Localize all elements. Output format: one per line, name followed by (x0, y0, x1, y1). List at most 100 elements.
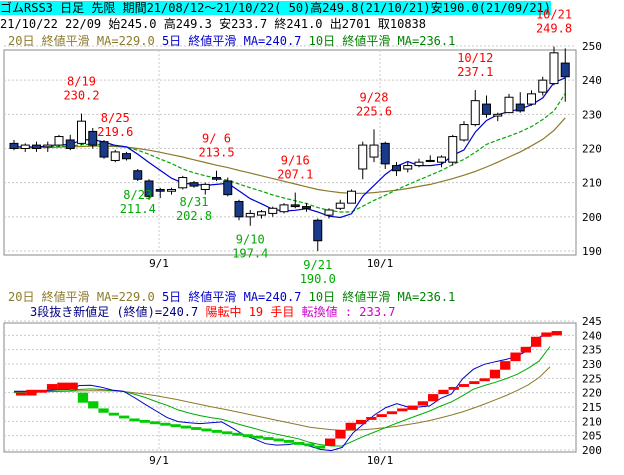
header-title: ゴムRSS3 日足 先限 期間21/08/12〜21/10/22( 50)高24… (0, 1, 552, 15)
renko-brick (160, 422, 171, 426)
price-axis-tick: 200 (582, 211, 602, 224)
annotation-date: 10/21 (536, 8, 572, 22)
renko-brick (170, 424, 181, 428)
renko-axis-tick: 205 (582, 430, 602, 443)
renko-brick (469, 381, 480, 385)
renko-panel-frame (3, 322, 577, 453)
candle-body (167, 189, 176, 192)
annotation-value: 249.8 (536, 22, 572, 36)
renko-brick (67, 382, 78, 390)
candle-body (437, 156, 446, 163)
candle-body (110, 151, 120, 161)
renko-brick (428, 394, 439, 402)
renko-switch-value: 転換値 : 233.7 (301, 305, 396, 319)
renko-axis-tick: 210 (582, 415, 602, 428)
date-tick-label: 10/1 (367, 257, 394, 270)
candle-body (133, 170, 143, 180)
candle-body (77, 120, 86, 144)
candle-body (504, 96, 514, 114)
renko-date-tick: 9/1 (149, 454, 169, 467)
annotation-value: 207.1 (277, 168, 313, 182)
renko-date-tick: 10/1 (367, 454, 394, 467)
renko-brick (500, 361, 511, 370)
renko-brick (407, 405, 418, 410)
candle-body (268, 207, 278, 214)
ma5-legend-bottom: 5日 終値平滑 MA=240.7 (161, 290, 302, 304)
candle-body (515, 103, 525, 112)
candle-body (392, 165, 401, 172)
candle-body (335, 202, 345, 209)
renko-brick (479, 378, 490, 382)
candle-body (290, 204, 300, 208)
candle-body (88, 130, 98, 146)
renko-status: 陽転中 19 手目 (205, 305, 295, 319)
header-line-1: ゴムRSS3 日足 先限 期間21/08/12〜21/10/22( 50)高24… (0, 0, 624, 16)
renko-brick (448, 386, 459, 390)
renko-brick (458, 384, 470, 387)
annotation-date: 9/10 (236, 233, 265, 247)
renko-brick (531, 336, 542, 347)
renko-brick (335, 429, 346, 439)
candle-body (560, 62, 570, 78)
renko-brick (283, 439, 295, 443)
renko-brick (252, 435, 264, 439)
renko-brick (355, 419, 367, 425)
renko-axis-tick: 230 (582, 358, 602, 371)
candle-body (9, 142, 19, 149)
candle-body (358, 144, 368, 170)
candle-body (178, 177, 188, 189)
renko-brick (438, 389, 449, 395)
renko-brick (232, 432, 243, 436)
candle-body (324, 209, 334, 216)
renko-brick (304, 443, 315, 447)
renko-brick (376, 414, 387, 418)
candle-body (493, 113, 503, 117)
annotation-value: 197.4 (232, 247, 268, 261)
candle-body (200, 183, 210, 190)
candle-body (470, 100, 480, 126)
price-panel-frame (3, 49, 577, 256)
renko-brick (211, 429, 222, 433)
renko-brick (108, 412, 119, 416)
annotation-date: 10/12 (457, 51, 493, 65)
candle-body (234, 200, 244, 218)
annotation-value: 190.0 (300, 272, 336, 286)
renko-ma20-line (13, 366, 551, 431)
candle-body (43, 144, 53, 148)
renko-brick (201, 428, 212, 432)
candle-body (369, 144, 379, 158)
renko-brick (325, 438, 336, 446)
renko-legend: 3段抜き新値足 (終値)=240.7 陽転中 19 手目 転換値 : 233.7 (30, 304, 395, 320)
renko-brick (263, 437, 274, 440)
annotation-value: 230.2 (63, 89, 99, 103)
renko-axis-tick: 240 (582, 329, 602, 342)
price-axis-tick: 250 (582, 40, 602, 53)
candle-body (279, 204, 289, 213)
renko-label: 3段抜き新値足 (終値)=240.7 (30, 305, 199, 319)
annotation-date: 8/25 (101, 111, 130, 125)
candle-body (54, 136, 64, 146)
candle-body (538, 79, 548, 93)
candle-body (212, 177, 221, 180)
renko-brick (417, 401, 428, 406)
candle-body (189, 182, 199, 187)
price-axis-tick: 240 (582, 74, 602, 87)
candle-body (245, 212, 255, 218)
annotation-date: 8/19 (67, 75, 96, 89)
candle-body (302, 206, 311, 209)
ma5-legend: 5日 終値平滑 MA=240.7 (161, 34, 302, 48)
renko-brick (26, 389, 37, 396)
annotation-value: 211.4 (120, 202, 156, 216)
renko-brick (46, 384, 58, 390)
renko-brick (88, 401, 99, 409)
annotation-value: 219.6 (97, 125, 133, 139)
ma20-legend: 20日 終値平滑 MA=229.0 (8, 34, 155, 48)
candle-body (155, 189, 165, 192)
renko-brick (180, 425, 192, 429)
renko-brick (386, 411, 398, 415)
renko-axis-tick: 200 (582, 444, 602, 457)
ma10-legend-bottom: 10日 終値平滑 MA=236.1 (308, 290, 456, 304)
candle-body (144, 180, 154, 197)
renko-brick (139, 419, 150, 423)
